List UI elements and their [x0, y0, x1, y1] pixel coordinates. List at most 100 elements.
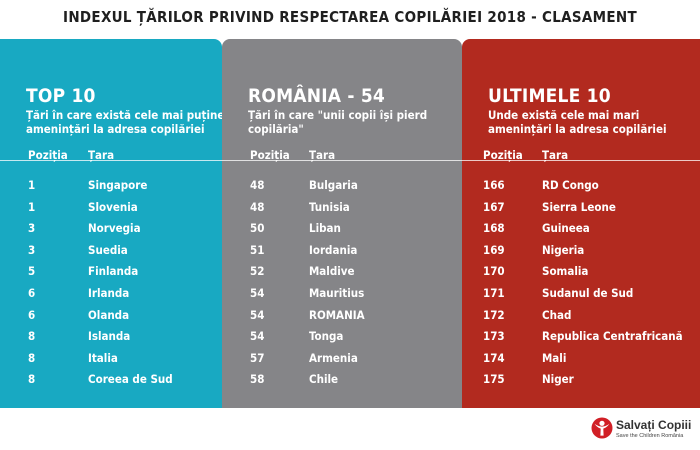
rank-cell: 3: [28, 242, 36, 257]
rank-cell: 8: [28, 350, 36, 365]
rank-cell: 8: [28, 372, 36, 387]
country-cell: Mali: [542, 350, 567, 365]
panel-romania: ROMÂNIA - 54 Țări în care "unii copii îș…: [222, 39, 462, 408]
country-cell: Bulgaria: [309, 178, 358, 192]
table-row: 167 Sierra Leone: [462, 200, 700, 222]
column-header-country: Țara: [542, 148, 569, 162]
table-row: 8 Coreea de Sud: [0, 372, 222, 394]
country-cell: Norvegia: [88, 221, 141, 236]
rank-cell: 58: [250, 372, 265, 387]
country-cell: Tunisia: [309, 199, 350, 214]
table-row: 174 Mali: [462, 351, 700, 373]
table-row: 54 Mauritius: [222, 286, 462, 308]
panel-bottom-10: ULTIMELE 10 Unde există cele mai mari am…: [462, 39, 700, 408]
table-row: 1 Singapore: [0, 178, 222, 200]
country-cell: ROMANIA: [309, 307, 365, 322]
panel-description: Unde există cele mai mari amenințări la …: [488, 108, 667, 136]
country-cell: Sierra Leone: [542, 199, 616, 214]
rank-cell: 166: [483, 178, 505, 192]
table-row: 171 Sudanul de Sud: [462, 286, 700, 308]
rank-cell: 167: [483, 199, 505, 214]
column-header-rank: Poziția: [28, 148, 68, 162]
table-row: 3 Norvegia: [0, 221, 222, 243]
logo-subtitle: Save the Children România: [616, 433, 684, 439]
table-row: 48 Bulgaria: [222, 178, 462, 200]
ranking-list: 48 Bulgaria 48 Tunisia 50 Liban 51 Iordania 52 Ma…: [222, 178, 462, 394]
country-cell: Nigeria: [542, 242, 585, 257]
rank-cell: 8: [28, 329, 36, 344]
country-cell: Finlanda: [88, 264, 139, 279]
panel-title: ROMÂNIA - 54: [248, 85, 386, 107]
country-cell: Tonga: [309, 329, 344, 344]
column-header-rank: Poziția: [250, 148, 290, 162]
table-row: 175 Niger: [462, 372, 700, 394]
rank-cell: 173: [483, 329, 505, 344]
page-title: INDEXUL ȚĂRILOR PRIVIND RESPECTAREA COPI…: [63, 8, 637, 26]
rank-cell: 6: [28, 307, 36, 322]
table-row: 57 Armenia: [222, 351, 462, 373]
country-cell: Chad: [542, 307, 572, 322]
country-cell: Republica Centrafricană: [542, 329, 683, 344]
table-row: 170 Somalia: [462, 264, 700, 286]
country-cell: Islanda: [88, 329, 131, 344]
panel-title: ULTIMELE 10: [488, 85, 611, 107]
table-row: 8 Italia: [0, 351, 222, 373]
rank-cell: 3: [28, 221, 36, 236]
country-cell: Guineea: [542, 221, 590, 236]
rank-cell: 54: [250, 285, 265, 300]
country-cell: Liban: [309, 221, 341, 236]
table-row: 51 Iordania: [222, 243, 462, 265]
ranking-list: 1 Singapore 1 Slovenia 3 Norvegia 3 Suedia 5 Finl…: [0, 178, 222, 394]
table-row: 3 Suedia: [0, 243, 222, 265]
ranking-list: 166 RD Congo 167 Sierra Leone 168 Guineea 169 N…: [462, 178, 700, 394]
rank-cell: 50: [250, 221, 265, 236]
table-row: 48 Tunisia: [222, 200, 462, 222]
panel-description: Țări în care există cele mai puține amen…: [26, 108, 225, 136]
table-row: 168 Guineea: [462, 221, 700, 243]
table-row: 173 Republica Centrafricană: [462, 329, 700, 351]
country-cell: Armenia: [309, 350, 358, 365]
country-cell: Niger: [542, 372, 574, 387]
table-row: 54 ROMANIA: [222, 308, 462, 330]
table-row: 6 Olanda: [0, 308, 222, 330]
country-cell: Iordania: [309, 242, 358, 257]
save-the-children-logo-icon: [591, 417, 613, 439]
rank-cell: 169: [483, 242, 505, 257]
column-header-country: Țara: [88, 148, 115, 162]
column-header-country: Țara: [309, 148, 336, 162]
rank-cell: 1: [28, 199, 36, 214]
header-divider: [462, 160, 700, 161]
rank-cell: 54: [250, 329, 265, 344]
table-row: 54 Tonga: [222, 329, 462, 351]
rank-cell: 54: [250, 307, 265, 322]
rank-cell: 57: [250, 350, 265, 365]
rank-cell: 171: [483, 285, 505, 300]
country-cell: RD Congo: [542, 178, 599, 192]
country-cell: Maldive: [309, 264, 355, 279]
country-cell: Slovenia: [88, 199, 138, 214]
table-row: 52 Maldive: [222, 264, 462, 286]
table-row: 172 Chad: [462, 308, 700, 330]
rank-cell: 5: [28, 264, 36, 279]
rank-cell: 48: [250, 178, 265, 192]
table-row: 169 Nigeria: [462, 243, 700, 265]
table-row: 5 Finlanda: [0, 264, 222, 286]
country-cell: Somalia: [542, 264, 589, 279]
rank-cell: 175: [483, 372, 505, 387]
panel-description: Țări în care "unii copii își pierd copil…: [248, 108, 428, 136]
panel-top-10: TOP 10 Țări în care există cele mai puți…: [0, 39, 224, 408]
country-cell: Suedia: [88, 242, 128, 257]
rank-cell: 52: [250, 264, 265, 279]
header-divider: [0, 160, 222, 161]
table-row: 6 Irlanda: [0, 286, 222, 308]
country-cell: Singapore: [88, 178, 148, 192]
table-row: 58 Chile: [222, 372, 462, 394]
rank-cell: 51: [250, 242, 265, 257]
country-cell: Coreea de Sud: [88, 372, 173, 387]
save-the-children-logo: Salvați Copiii Save the Children România: [591, 416, 691, 444]
country-cell: Chile: [309, 372, 339, 387]
rank-cell: 170: [483, 264, 505, 279]
country-cell: Irlanda: [88, 285, 130, 300]
country-cell: Italia: [88, 350, 118, 365]
country-cell: Olanda: [88, 307, 130, 322]
